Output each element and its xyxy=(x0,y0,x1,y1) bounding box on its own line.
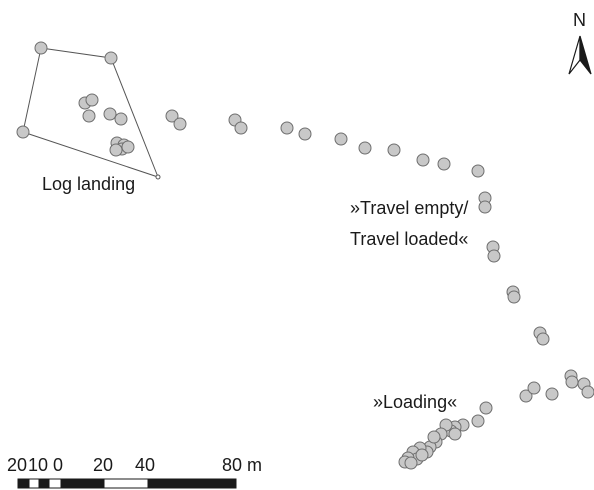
scale-tick-label: 10 xyxy=(28,455,48,475)
polygon-vertex xyxy=(155,174,161,180)
gps-point xyxy=(479,401,493,415)
gps-point xyxy=(545,387,559,401)
gps-points xyxy=(16,41,594,470)
gps-point xyxy=(448,427,462,441)
gps-point xyxy=(519,389,533,403)
gps-point xyxy=(487,249,501,263)
gps-point xyxy=(173,117,187,131)
gps-point xyxy=(437,157,451,171)
travel-label-line1: »Travel empty/ xyxy=(350,198,468,218)
gps-point xyxy=(471,164,485,178)
loading-label: »Loading« xyxy=(373,392,457,412)
gps-point xyxy=(104,51,118,65)
gps-point xyxy=(404,456,418,470)
scale-tick-label: 80 m xyxy=(222,455,262,475)
gps-point xyxy=(427,430,441,444)
gps-point xyxy=(121,140,135,154)
gps-point xyxy=(114,112,128,126)
gps-point xyxy=(358,141,372,155)
gps-point xyxy=(16,125,30,139)
gps-point xyxy=(536,332,550,346)
gps-point xyxy=(103,107,117,121)
gps-point xyxy=(82,109,96,123)
scale-tick-label: 0 xyxy=(53,455,63,475)
travel-label-line2: Travel loaded« xyxy=(350,229,468,249)
gps-point xyxy=(471,414,485,428)
scale-tick-label: 40 xyxy=(135,455,155,475)
scale-bar-segments xyxy=(17,478,237,489)
gps-point xyxy=(581,385,594,399)
scale-tick-label: 20 xyxy=(93,455,113,475)
gps-point xyxy=(507,290,521,304)
gps-point xyxy=(565,375,579,389)
gps-point xyxy=(298,127,312,141)
gps-point xyxy=(85,93,99,107)
gps-point xyxy=(280,121,294,135)
scale-tick-label: 20 xyxy=(7,455,27,475)
gps-point xyxy=(527,381,541,395)
gps-point xyxy=(387,143,401,157)
gps-point xyxy=(109,143,123,157)
north-arrow-icon: N xyxy=(568,10,592,75)
gps-point xyxy=(416,153,430,167)
gps-point xyxy=(165,109,179,123)
north-label: N xyxy=(573,10,586,30)
log-landing-label: Log landing xyxy=(42,174,135,194)
gps-point xyxy=(334,132,348,146)
gps-point xyxy=(234,121,248,135)
gps-point xyxy=(34,41,48,55)
log-landing-vertices xyxy=(155,174,161,180)
gps-point xyxy=(415,448,429,462)
scale-bar: 20 10 0 20 40 80 m xyxy=(7,455,262,489)
gps-point xyxy=(478,200,492,214)
